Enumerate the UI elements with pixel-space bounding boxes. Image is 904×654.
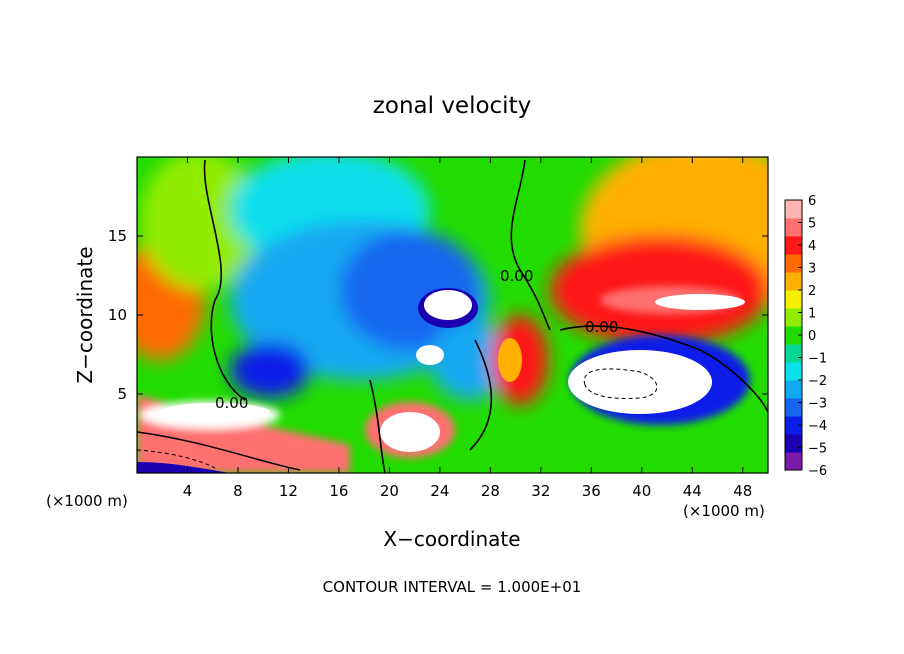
colorbar-tick-label: 2 — [808, 284, 816, 299]
colorbar-segment — [785, 398, 802, 417]
contour-label: 0.00 — [500, 267, 533, 285]
colorbar: 6 5 4 3 2 1 0 −1 −2 −3 −4 −5 −6 — [784, 194, 827, 479]
colorbar-tick-label: −1 — [808, 352, 827, 367]
colorbar-segment — [785, 344, 802, 363]
x-tick-label: 44 — [683, 482, 702, 500]
colorbar-segment — [785, 362, 802, 381]
x-tick-label: 16 — [329, 482, 348, 500]
colorbar-segment — [785, 254, 802, 273]
contour-label: 0.00 — [585, 318, 618, 336]
x-axis: 4 8 12 16 20 24 28 32 36 40 44 48 — [183, 157, 752, 500]
colorbar-tick-label: 3 — [808, 262, 816, 277]
x-tick-label: 32 — [531, 482, 550, 500]
x-tick-label: 28 — [481, 482, 500, 500]
colorbar-segment — [785, 434, 802, 453]
x-tick-label: 4 — [183, 482, 193, 500]
y-axis-label: Z−coordinate — [73, 246, 97, 383]
colorbar-tick-label: 5 — [808, 217, 816, 232]
contour-interval-note: CONTOUR INTERVAL = 1.000E+01 — [323, 578, 582, 596]
colorbar-segment — [785, 290, 802, 309]
colorbar-tick-label: −3 — [808, 397, 827, 412]
x-tick-label: 8 — [233, 482, 243, 500]
x-axis-unit-right: (×1000 m) — [683, 502, 765, 520]
y-tick-label: 15 — [108, 227, 127, 245]
x-tick-label: 20 — [380, 482, 399, 500]
contour-label: 0.00 — [215, 394, 248, 412]
colorbar-segment — [785, 236, 802, 255]
colorbar-tick-label: 0 — [808, 329, 816, 344]
colorbar-tick-label: −6 — [808, 464, 827, 479]
colorbar-segment — [785, 452, 802, 471]
colorbar-segment — [785, 218, 802, 237]
x-axis-label: X−coordinate — [383, 527, 520, 551]
colorbar-segment — [785, 308, 802, 327]
x-tick-label: 24 — [430, 482, 449, 500]
x-tick-label: 36 — [582, 482, 601, 500]
colorbar-segment — [785, 416, 802, 435]
colorbar-tick-label: 4 — [808, 239, 816, 254]
colorbar-tick-label: −4 — [808, 419, 827, 434]
colorbar-tick-label: −2 — [808, 374, 827, 389]
x-tick-label: 12 — [279, 482, 298, 500]
x-tick-label: 48 — [733, 482, 752, 500]
y-tick-label: 5 — [117, 385, 127, 403]
colorbar-tick-label: 6 — [808, 194, 816, 209]
colorbar-tick-label: −5 — [808, 442, 827, 457]
x-tick-label: 40 — [632, 482, 651, 500]
y-axis: 5 10 15 — [108, 227, 768, 403]
heatmap-field — [137, 157, 768, 473]
colorbar-segment — [785, 326, 802, 345]
colorbar-tick-label: 1 — [808, 307, 816, 322]
colorbar-segment — [785, 380, 802, 399]
colorbar-segment — [785, 272, 802, 291]
colorbar-segment — [785, 200, 802, 219]
y-tick-label: 10 — [108, 306, 127, 324]
x-axis-unit-left: (×1000 m) — [46, 492, 128, 510]
chart-title: zonal velocity — [373, 93, 531, 119]
